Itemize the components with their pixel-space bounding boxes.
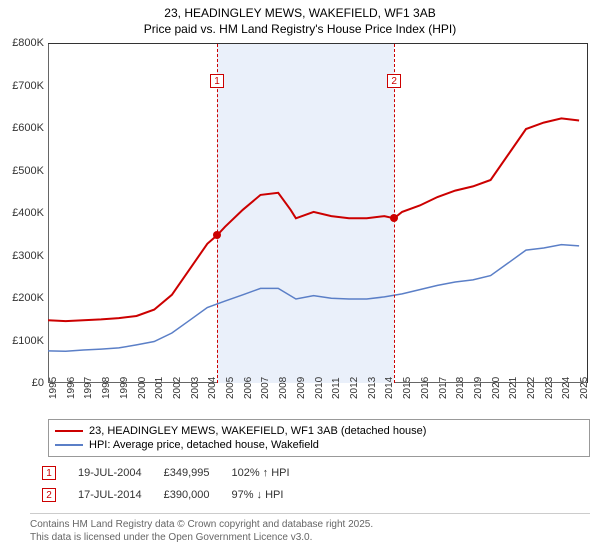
y-axis-tick: £100K [0,335,48,347]
x-axis-tick: 2019 [473,377,484,399]
chart-title: 23, HEADINGLEY MEWS, WAKEFIELD, WF1 3AB … [0,0,600,39]
sale-price: £349,995 [154,463,220,483]
legend-swatch [55,444,83,446]
x-axis-tick: 2024 [561,377,572,399]
y-axis-tick: £800K [0,37,48,49]
y-axis-tick: £600K [0,122,48,134]
sale-marker-dot [213,231,221,239]
legend: 23, HEADINGLEY MEWS, WAKEFIELD, WF1 3AB … [48,419,590,457]
x-axis-tick: 2000 [137,377,148,399]
x-axis-tick: 2021 [508,377,519,399]
x-axis-tick: 1999 [119,377,130,399]
sale-marker-label: 2 [387,74,401,88]
x-axis-tick: 1997 [83,377,94,399]
sale-price: £390,000 [154,485,220,505]
legend-label: 23, HEADINGLEY MEWS, WAKEFIELD, WF1 3AB … [89,425,426,437]
y-axis-tick: £700K [0,80,48,92]
series-line [48,119,579,322]
sales-table: 1 19-JUL-2004£349,995102% ↑ HPI 2 17-JUL-20… [30,461,302,507]
footer-line1: Contains HM Land Registry data © Crown c… [30,518,590,531]
x-axis-tick: 2013 [367,377,378,399]
y-axis-tick: £200K [0,292,48,304]
title-line1: 23, HEADINGLEY MEWS, WAKEFIELD, WF1 3AB [0,6,600,22]
chart-area: 12 £0£100K£200K£300K£400K£500K£600K£700K… [0,39,600,419]
plot: 12 [48,43,588,383]
x-axis-tick: 2001 [154,377,165,399]
legend-swatch [55,430,83,432]
x-axis-tick: 1998 [101,377,112,399]
legend-item: HPI: Average price, detached house, Wake… [55,438,583,452]
sale-number-box: 2 [42,488,56,502]
x-axis-tick: 2005 [225,377,236,399]
y-axis-tick: £400K [0,207,48,219]
x-axis-tick: 2010 [314,377,325,399]
x-axis-tick: 2015 [402,377,413,399]
legend-item: 23, HEADINGLEY MEWS, WAKEFIELD, WF1 3AB … [55,424,583,438]
y-axis-tick: £0 [0,377,48,389]
x-axis-tick: 2022 [526,377,537,399]
x-axis-tick: 2014 [384,377,395,399]
x-axis-tick: 2007 [260,377,271,399]
sale-marker-label: 1 [210,74,224,88]
x-axis-tick: 2008 [278,377,289,399]
x-axis-tick: 2004 [207,377,218,399]
x-axis-tick: 1995 [48,377,59,399]
x-axis-tick: 2011 [331,378,342,400]
sale-vs-hpi: 102% ↑ HPI [221,463,299,483]
sale-date: 17-JUL-2014 [68,485,152,505]
x-axis-tick: 1996 [66,377,77,399]
sale-vs-hpi: 97% ↓ HPI [221,485,299,505]
x-axis-tick: 2025 [579,377,590,399]
legend-label: HPI: Average price, detached house, Wake… [89,439,319,451]
sale-marker-dot [390,214,398,222]
sale-date: 19-JUL-2004 [68,463,152,483]
y-axis-tick: £300K [0,250,48,262]
footer-line2: This data is licensed under the Open Gov… [30,531,590,544]
table-row: 2 17-JUL-2014£390,00097% ↓ HPI [32,485,300,505]
x-axis-tick: 2003 [190,377,201,399]
y-axis-tick: £500K [0,165,48,177]
footer: Contains HM Land Registry data © Crown c… [30,513,590,544]
x-axis-tick: 2023 [544,377,555,399]
x-axis-tick: 2016 [420,377,431,399]
x-axis-tick: 2017 [438,377,449,399]
x-axis-tick: 2009 [296,377,307,399]
x-axis-tick: 2020 [491,377,502,399]
series-line [48,245,579,352]
sale-number-box: 1 [42,466,56,480]
x-axis-tick: 2012 [349,377,360,399]
title-line2: Price paid vs. HM Land Registry's House … [0,22,600,38]
x-axis-tick: 2018 [455,377,466,399]
x-axis-tick: 2002 [172,377,183,399]
table-row: 1 19-JUL-2004£349,995102% ↑ HPI [32,463,300,483]
x-axis-tick: 2006 [243,377,254,399]
